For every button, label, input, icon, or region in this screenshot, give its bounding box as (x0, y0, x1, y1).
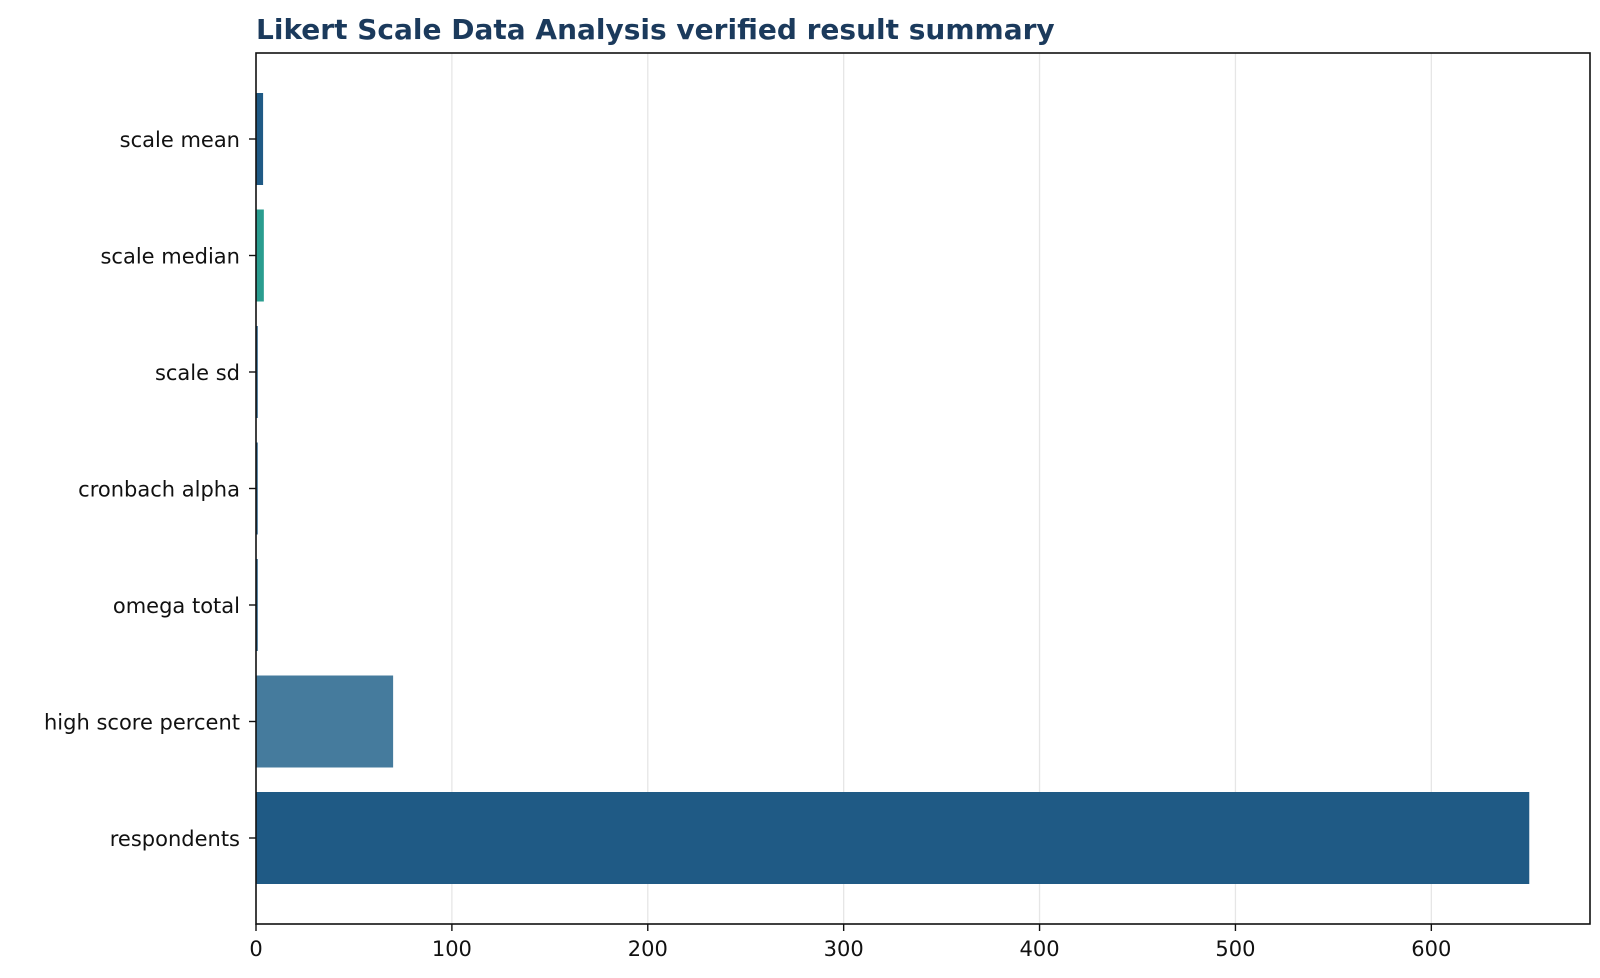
x-tick-label: 200 (628, 937, 668, 961)
x-tick-label: 300 (824, 937, 864, 961)
bar-high-score-percent (256, 675, 394, 768)
y-tick-label: scale median (100, 245, 240, 269)
grid-lines (451, 53, 1432, 924)
y-tick-label: omega total (113, 594, 240, 618)
bar-respondents (256, 792, 1530, 884)
y-tick-label: scale sd (155, 361, 240, 385)
bar-omega-total (256, 559, 258, 651)
y-tick-label: scale mean (120, 128, 240, 152)
x-tick-label: 500 (1215, 937, 1255, 961)
y-tick-label: respondents (110, 827, 240, 851)
x-tick-label: 100 (432, 937, 472, 961)
bar-scale-mean (256, 93, 264, 185)
bar-scale-sd (256, 326, 258, 418)
x-tick-label: 400 (1020, 937, 1060, 961)
y-axis-ticks: scale mean scale median scale sd cronbach a… (44, 128, 256, 851)
y-tick-label: high score percent (44, 711, 240, 735)
x-tick-label: 0 (249, 937, 262, 961)
chart-title: Likert Scale Data Analysis verified resu… (256, 13, 1055, 46)
bar-cronbach-alpha (256, 442, 258, 535)
bar-scale-median (256, 209, 264, 302)
y-tick-label: cronbach alpha (78, 478, 240, 502)
plot-frame (255, 52, 1591, 925)
x-tick-label: 600 (1411, 937, 1451, 961)
x-axis-ticks: 0 100 200 300 400 500 600 (249, 924, 1451, 961)
bars (256, 93, 1530, 884)
